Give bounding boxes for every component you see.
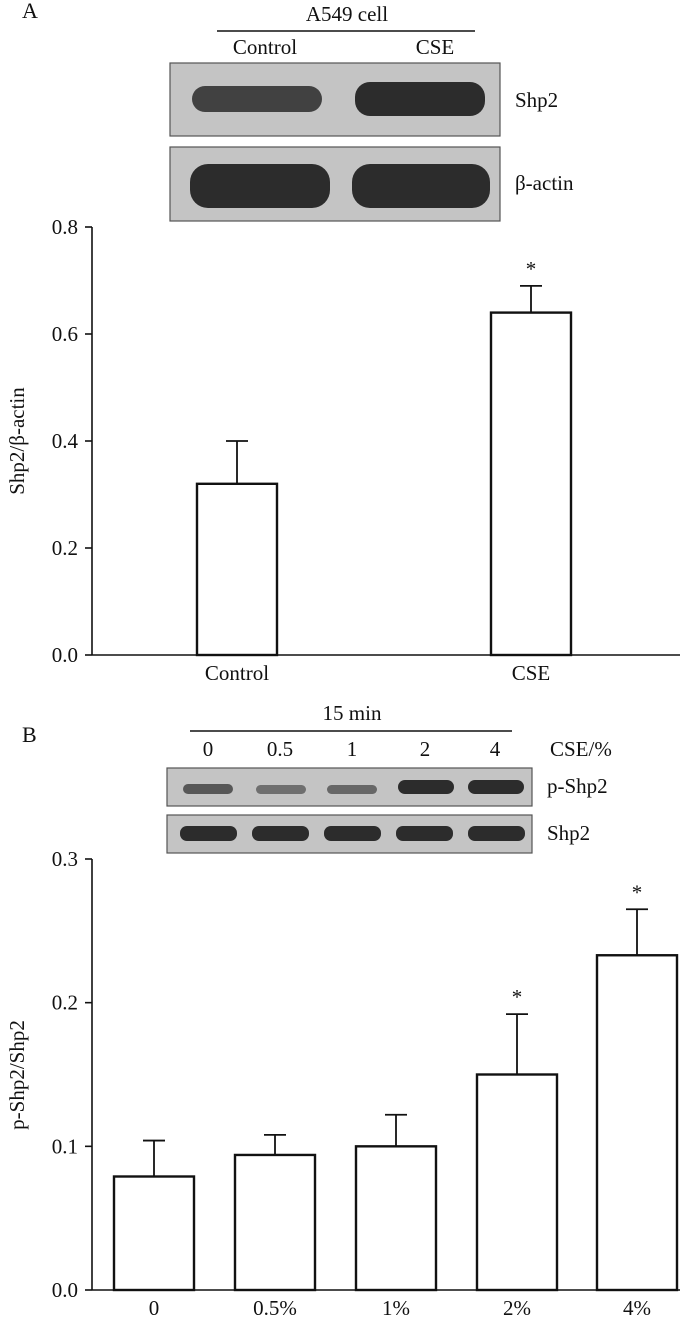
chart-a-bar [489,311,573,657]
blot-b-band-pshp2-2 [398,780,454,794]
chart-a-ytick-label: 0.2 [52,536,78,560]
chart-a: Shp2/β-actin 0.0 0.2 0.4 0.6 0.8 Control * CSE [5,215,680,685]
chart-a-ytick-label: 0.6 [52,322,78,346]
blot-b-lane-0-5: 0.5 [267,737,293,761]
chart-b-y-label: p-Shp2/Shp2 [5,1020,29,1130]
chart-a-significance-mark: * [526,257,537,281]
blot-b-band-pshp2-0 [183,784,233,794]
blot-a-band-actin-control [190,164,330,208]
chart-b-bar [595,954,679,1292]
chart-b: p-Shp2/Shp2 0.0 0.1 0.2 0.3 0 0.5% 1% * 2% * 4% [5,847,680,1317]
chart-b-bar [475,1073,559,1292]
blot-a-row-label-actin: β-actin [515,171,574,195]
blot-a-row-label-shp2: Shp2 [515,88,558,112]
chart-a-ytick-label: 0.4 [52,429,79,453]
blot-b-band-shp2-2 [396,826,453,841]
panel-b-label: B [22,722,37,747]
blot-b-band-shp2-1 [324,826,381,841]
blot-b-band-shp2-0 [180,826,237,841]
chart-b-bar [233,1153,317,1292]
chart-a-bar [195,482,279,657]
blot-b-row-label-pshp2: p-Shp2 [547,774,608,798]
panel-a-label: A [22,0,38,23]
chart-a-category-label: CSE [512,661,551,685]
blot-b-lane-1: 1 [347,737,358,761]
chart-b-significance-mark: * [632,880,643,904]
chart-a-ytick-label: 0.0 [52,643,78,667]
chart-b-ytick-label: 0.0 [52,1278,78,1302]
blot-a-band-shp2-cse [355,82,485,116]
chart-b-ytick-label: 0.2 [52,991,78,1015]
chart-a-category-label: Control [205,661,269,685]
chart-b-significance-mark: * [512,985,523,1009]
blot-b-band-shp2-4 [468,826,525,841]
chart-b-category-label: 0.5% [253,1296,297,1317]
chart-a-y-label: Shp2/β-actin [5,387,29,495]
blot-b-group-label: 15 min [323,701,382,725]
blot-b-lane-2: 2 [420,737,431,761]
blot-b-band-shp2-0-5 [252,826,309,841]
chart-b-category-label: 1% [382,1296,410,1317]
blot-a-lane-cse: CSE [416,35,455,59]
chart-b-bar [354,1145,438,1292]
blot-a-band-shp2-control [192,86,322,112]
chart-b-category-label: 4% [623,1296,651,1317]
blot-b-band-pshp2-4 [468,780,524,794]
chart-b-ytick-label: 0.3 [52,847,78,871]
blot-a-lane-control: Control [233,35,297,59]
blot-b-row-label-shp2: Shp2 [547,821,590,845]
chart-b-category-label: 0 [149,1296,160,1317]
chart-b-ytick-label: 0.1 [52,1134,78,1158]
chart-b-bar [112,1175,196,1292]
blot-a-band-actin-cse [352,164,490,208]
blot-a-group-label: A549 cell [306,2,388,26]
blot-b-band-pshp2-1 [327,785,377,794]
blot-b-lane-axis-label: CSE/% [550,737,612,761]
chart-a-ytick-label: 0.8 [52,215,78,239]
chart-b-category-label: 2% [503,1296,531,1317]
blot-b-band-pshp2-0-5 [256,785,306,794]
blot-b-lane-0: 0 [203,737,214,761]
blot-b-lane-4: 4 [490,737,501,761]
